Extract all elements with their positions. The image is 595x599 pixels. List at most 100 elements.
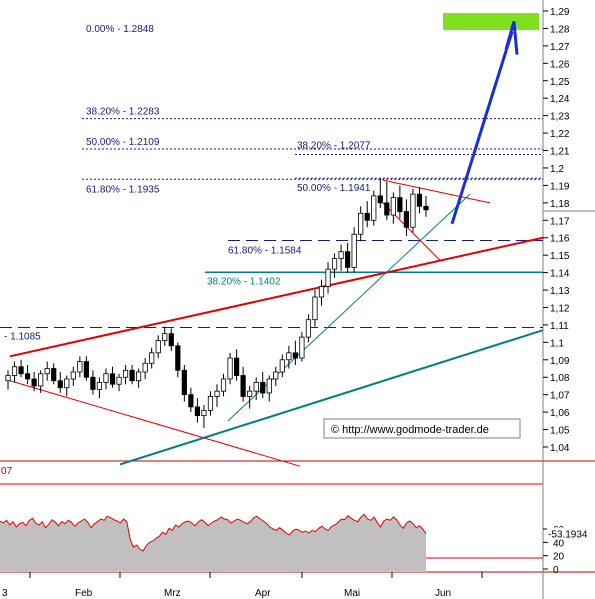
y-tick-label: 1,21 bbox=[550, 147, 570, 158]
candle-body bbox=[423, 205, 429, 211]
candle-body bbox=[377, 195, 383, 204]
candle-body bbox=[38, 373, 44, 387]
candle-body bbox=[247, 390, 253, 397]
y-tick-label: 1,28 bbox=[550, 24, 570, 35]
y-tick-label: 1,05 bbox=[550, 426, 570, 437]
candle-body bbox=[403, 211, 410, 228]
y-tick-label: 1,29 bbox=[550, 7, 570, 18]
candle-body bbox=[351, 233, 357, 268]
x-tick-label: Apr bbox=[255, 588, 271, 599]
candle-body bbox=[136, 371, 142, 382]
x-tick-label: Jun bbox=[435, 588, 451, 599]
candle-body bbox=[51, 368, 57, 382]
candle-body bbox=[220, 378, 227, 392]
y-tick-label: 1,16 bbox=[550, 234, 570, 245]
candle-body bbox=[345, 251, 351, 268]
osc-last-value-box bbox=[547, 527, 595, 540]
candle-body bbox=[331, 258, 338, 270]
candle-body bbox=[122, 369, 129, 378]
fib-label: 38.20% - 1.1402 bbox=[207, 276, 281, 287]
candle-body bbox=[201, 409, 207, 417]
fib-label: 0.00% - 1.2848 bbox=[86, 24, 154, 35]
candle-body bbox=[253, 382, 259, 392]
candle-body bbox=[286, 352, 292, 361]
candle-body bbox=[162, 333, 168, 342]
candle-body bbox=[83, 361, 89, 378]
candle-body bbox=[260, 382, 266, 394]
x-tick-label: Mrz bbox=[164, 588, 181, 599]
candle-body bbox=[318, 286, 325, 298]
candle-body bbox=[11, 366, 18, 376]
candle-body bbox=[279, 359, 285, 373]
candle-body bbox=[129, 369, 135, 382]
candle-body bbox=[181, 369, 187, 396]
candle-body bbox=[155, 340, 161, 354]
candle-body bbox=[24, 373, 31, 380]
candle-body bbox=[233, 357, 240, 376]
y-tick-label: 1,22 bbox=[550, 129, 570, 140]
candle-body bbox=[325, 268, 331, 287]
y-tick-label: 1,08 bbox=[550, 373, 570, 384]
fib-label: 38.20% - 1.2077 bbox=[297, 141, 371, 152]
candle-body bbox=[31, 378, 37, 387]
y-tick-label: 1,15 bbox=[550, 251, 570, 262]
candle-body bbox=[116, 376, 122, 385]
candle-body bbox=[175, 345, 181, 371]
fib-label: 50.00% - 1.1941 bbox=[297, 183, 371, 194]
candle-body bbox=[390, 197, 396, 216]
candle-body bbox=[397, 197, 403, 212]
x-tick-label: Feb bbox=[75, 588, 93, 599]
y-tick-label: 1,13 bbox=[550, 286, 570, 297]
candle-body bbox=[292, 352, 298, 359]
candle-body bbox=[358, 212, 364, 235]
candle-body bbox=[77, 361, 83, 373]
osc-area bbox=[0, 514, 426, 572]
y-tick-label: 1,17 bbox=[550, 216, 570, 227]
projection-arrow-head bbox=[504, 21, 519, 55]
flag-upper-line bbox=[382, 179, 491, 204]
candle-body bbox=[384, 202, 390, 216]
y-tick-label: 1,23 bbox=[550, 112, 570, 123]
candle-body bbox=[96, 382, 103, 390]
osc-y-tick-label: 20 bbox=[553, 552, 565, 563]
y-tick-label: 1,04 bbox=[550, 443, 570, 454]
osc-partial-label: 07 bbox=[1, 466, 13, 477]
source-label: © http://www.godmode-trader.de bbox=[331, 424, 489, 436]
candle-body bbox=[364, 212, 370, 221]
y-tick-label: 1,18 bbox=[550, 199, 570, 210]
y-tick-label: 1,24 bbox=[550, 94, 570, 105]
candle-body bbox=[227, 357, 233, 380]
candle-body bbox=[64, 378, 70, 389]
teal-trendline bbox=[119, 329, 544, 466]
candle-body bbox=[44, 368, 50, 375]
candle-body bbox=[273, 371, 279, 380]
candle-body bbox=[18, 366, 24, 375]
candle-body bbox=[109, 373, 116, 385]
y-tick-label: 1,27 bbox=[550, 42, 570, 53]
red-support-trendline bbox=[9, 236, 544, 358]
x-tick-label: 3 bbox=[2, 588, 8, 599]
y-tick-label: 1,06 bbox=[550, 408, 570, 419]
candle-body bbox=[5, 375, 11, 382]
y-tick-label: 1,1 bbox=[550, 338, 564, 349]
red-lower-channel-line bbox=[9, 380, 301, 467]
fib-label: 61.80% - 1.1584 bbox=[228, 246, 302, 257]
candle-body bbox=[90, 376, 96, 390]
candle-body bbox=[168, 333, 174, 347]
osc-y-tick-label: 0 bbox=[553, 565, 559, 576]
candle-body bbox=[57, 380, 63, 389]
candle-body bbox=[103, 373, 109, 383]
candle-body bbox=[266, 378, 272, 394]
candle-body bbox=[371, 195, 377, 221]
fib-label: 50.00% - 1.2109 bbox=[86, 137, 160, 148]
y-tick-label: 1,09 bbox=[550, 356, 570, 367]
y-tick-label: 1,11 bbox=[550, 321, 569, 332]
candle-body bbox=[214, 390, 220, 397]
y-tick-label: 1,2 bbox=[550, 164, 564, 175]
candle-body bbox=[142, 362, 148, 373]
y-tick-label: 1,19 bbox=[550, 181, 570, 192]
candle-body bbox=[305, 319, 312, 338]
y-tick-label: 1,14 bbox=[550, 269, 570, 280]
osc-y-tick-label: 40 bbox=[553, 538, 565, 549]
candle-body bbox=[207, 396, 214, 411]
